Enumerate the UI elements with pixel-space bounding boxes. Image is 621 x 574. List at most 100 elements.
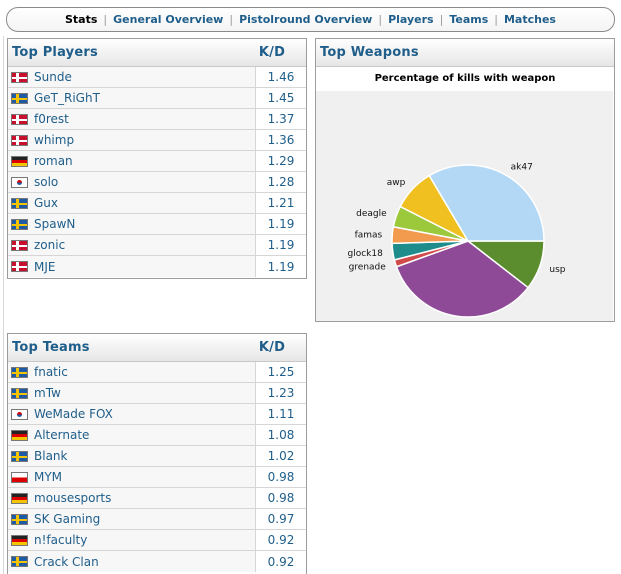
pie-label-usp: usp bbox=[549, 265, 565, 275]
kd-value: 1.45 bbox=[267, 91, 295, 105]
player-row: MJE 1.19 bbox=[8, 256, 306, 277]
pie-svg: uspm4a1grenadeglock18famasdeagleawpak47 bbox=[348, 162, 566, 318]
player-row-link[interactable]: GeT_RiGhT bbox=[34, 91, 100, 105]
kd-value: 1.19 bbox=[267, 217, 295, 231]
team-row: Alternate 1.08 bbox=[8, 425, 306, 446]
top-players-title: Top Players bbox=[12, 45, 98, 60]
name-cell: GeT_RiGhT bbox=[8, 88, 256, 108]
name-cell: Blank bbox=[8, 446, 256, 466]
player-row-link[interactable]: Gux bbox=[34, 196, 59, 210]
player-row-link[interactable]: MJE bbox=[34, 259, 56, 274]
name-cell: Gux bbox=[8, 193, 256, 213]
player-row: Sunde 1.46 bbox=[8, 67, 306, 88]
nav-teams[interactable]: Teams bbox=[449, 13, 489, 26]
pie-label-ak47: ak47 bbox=[511, 162, 533, 172]
pie-label-glock18: glock18 bbox=[348, 249, 384, 259]
nav-stats[interactable]: Stats bbox=[65, 13, 98, 26]
team-row-link[interactable]: Blank bbox=[34, 449, 68, 463]
name-cell: mousesports bbox=[8, 488, 256, 508]
kd-value: 1.23 bbox=[267, 386, 295, 400]
kd-value: 1.19 bbox=[267, 259, 295, 274]
nav-separator: | bbox=[103, 13, 108, 26]
kd-value: 0.97 bbox=[267, 512, 295, 526]
player-row: Gux 1.21 bbox=[8, 193, 306, 214]
flag-icon bbox=[11, 218, 28, 230]
player-row-link[interactable]: SpawN bbox=[34, 217, 76, 231]
team-row: WeMade FOX 1.11 bbox=[8, 404, 306, 425]
name-cell: f0rest bbox=[8, 109, 256, 129]
flag-icon bbox=[11, 513, 28, 525]
team-row-link[interactable]: mousesports bbox=[34, 491, 112, 505]
flag-icon bbox=[11, 113, 28, 125]
team-row-link[interactable]: n!faculty bbox=[34, 533, 88, 547]
weapons-pie-chart: uspm4a1grenadeglock18famasdeagleawpak47 bbox=[316, 91, 613, 321]
flag-icon bbox=[11, 408, 28, 420]
nav-general-overview[interactable]: General Overview bbox=[113, 13, 224, 26]
team-row: n!faculty 0.92 bbox=[8, 530, 306, 551]
pie-slice-ak47 bbox=[428, 164, 545, 242]
player-row-link[interactable]: f0rest bbox=[34, 112, 69, 126]
player-row: solo 1.28 bbox=[8, 172, 306, 193]
name-cell: mTw bbox=[8, 383, 256, 403]
team-row-link[interactable]: SK Gaming bbox=[34, 512, 101, 526]
nav-separator: | bbox=[378, 13, 383, 26]
name-cell: WeMade FOX bbox=[8, 404, 256, 424]
top-nav: Stats | General Overview | Pistolround O… bbox=[6, 7, 615, 32]
kd-value: 0.92 bbox=[267, 554, 295, 569]
top-teams-title: Top Teams bbox=[12, 340, 90, 355]
kd-value: 0.98 bbox=[267, 470, 295, 484]
kd-value: 1.25 bbox=[267, 365, 295, 379]
player-row-link[interactable]: zonic bbox=[34, 238, 66, 252]
team-row: MYM 0.98 bbox=[8, 467, 306, 488]
flag-icon bbox=[11, 387, 28, 399]
pie-slice-m4a1 bbox=[395, 240, 530, 318]
player-row-link[interactable]: Sunde bbox=[34, 70, 72, 84]
flag-icon bbox=[11, 155, 28, 167]
nav-matches[interactable]: Matches bbox=[503, 13, 556, 26]
kd-value: 1.37 bbox=[267, 112, 295, 126]
left-divider bbox=[3, 36, 4, 574]
kd-column-header: K/D bbox=[258, 340, 286, 355]
nav-pistolround-overview[interactable]: Pistolround Overview bbox=[239, 13, 373, 26]
team-row-link[interactable]: Crack Clan bbox=[34, 554, 99, 569]
player-row: roman 1.29 bbox=[8, 151, 306, 172]
team-row-link[interactable]: Alternate bbox=[34, 428, 90, 442]
pie-label-grenade: grenade bbox=[349, 262, 387, 272]
player-row: whimp 1.36 bbox=[8, 130, 306, 151]
nav-players[interactable]: Players bbox=[388, 13, 434, 26]
flag-icon bbox=[11, 450, 28, 462]
top-players-list: Sunde 1.46 GeT_RiGhT 1.45 f0rest 1.37 whimp 1.3… bbox=[8, 67, 306, 277]
player-row: zonic 1.19 bbox=[8, 235, 306, 256]
player-row: f0rest 1.37 bbox=[8, 109, 306, 130]
top-teams-panel: Top Teams K/D fnatic 1.25 mTw 1.23 WeMade FO… bbox=[7, 333, 307, 574]
player-row-link[interactable]: roman bbox=[34, 154, 73, 168]
flag-icon bbox=[11, 556, 28, 567]
chart-title: Percentage of kills with weapon bbox=[374, 73, 556, 84]
kd-value: 1.36 bbox=[267, 133, 295, 147]
flag-icon bbox=[11, 92, 28, 104]
flag-icon bbox=[11, 429, 28, 441]
name-cell: MJE bbox=[8, 256, 256, 277]
team-row: SK Gaming 0.97 bbox=[8, 509, 306, 530]
team-row-link[interactable]: WeMade FOX bbox=[34, 407, 113, 421]
player-row-link[interactable]: solo bbox=[34, 175, 59, 189]
nav-separator: | bbox=[229, 13, 234, 26]
kd-column-header: K/D bbox=[258, 45, 286, 60]
flag-icon bbox=[11, 239, 28, 251]
flag-icon bbox=[11, 176, 28, 188]
name-cell: roman bbox=[8, 151, 256, 171]
kd-value: 1.46 bbox=[267, 70, 295, 84]
player-row: GeT_RiGhT 1.45 bbox=[8, 88, 306, 109]
flag-icon bbox=[11, 366, 28, 378]
team-row-link[interactable]: mTw bbox=[34, 386, 61, 400]
team-row-link[interactable]: MYM bbox=[34, 470, 63, 484]
name-cell: SK Gaming bbox=[8, 509, 256, 529]
flag-icon bbox=[11, 71, 28, 83]
name-cell: zonic bbox=[8, 235, 256, 255]
kd-value: 1.02 bbox=[267, 449, 295, 463]
team-row-link[interactable]: fnatic bbox=[34, 365, 68, 379]
player-row-link[interactable]: whimp bbox=[34, 133, 75, 147]
top-teams-list: fnatic 1.25 mTw 1.23 WeMade FOX 1.11 Alternate… bbox=[8, 362, 306, 572]
top-weapons-header: Top Weapons bbox=[316, 39, 614, 67]
name-cell: Sunde bbox=[8, 67, 256, 87]
